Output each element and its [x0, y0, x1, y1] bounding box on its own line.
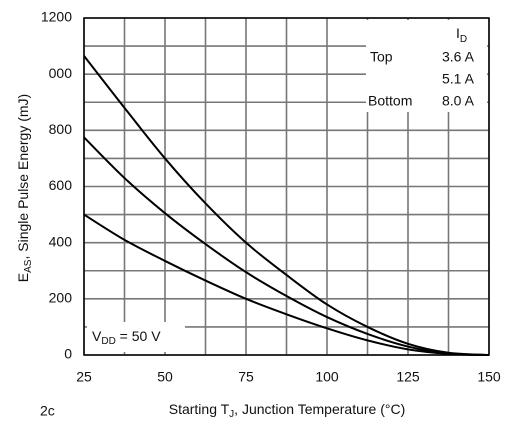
annotation: VDD = 50 V [92, 328, 161, 347]
line-series [83, 55, 490, 356]
legend-background [366, 20, 487, 112]
legend-entry: 3.6 A [442, 49, 475, 65]
y-tick-label: 1200 [41, 9, 72, 25]
y-tick-label: 200 [49, 290, 73, 306]
line-series [83, 136, 490, 356]
y-tick-label: 000 [49, 65, 73, 81]
y-tick-label: 400 [49, 233, 73, 249]
plot-frame [83, 17, 490, 356]
legend-bottom: Bottom [368, 93, 412, 109]
y-tick-label: 0 [64, 346, 72, 362]
y-tick-label: 800 [49, 121, 73, 137]
x-tick-label: 75 [238, 369, 254, 385]
legend-title: ID [456, 25, 467, 45]
y-tick-label: 600 [49, 177, 73, 193]
annotation-background [87, 322, 185, 352]
x-axis-label: Starting TJ, Junction Temperature (°C) [169, 401, 406, 420]
x-tick-label: 50 [157, 369, 173, 385]
legend-entry: 8.0 A [442, 93, 475, 109]
line-series [83, 213, 490, 356]
figure-label: 2c [40, 403, 55, 419]
x-tick-label: 125 [396, 369, 420, 385]
x-tick-label: 100 [315, 369, 339, 385]
plot [83, 55, 490, 356]
x-tick-label: 150 [477, 369, 501, 385]
y-axis-label: EAS, Single Pulse Energy (mJ) [15, 94, 34, 282]
x-tick-label: 25 [76, 369, 92, 385]
legend-top: Top [370, 49, 393, 65]
legend-entry: 5.1 A [442, 71, 475, 87]
